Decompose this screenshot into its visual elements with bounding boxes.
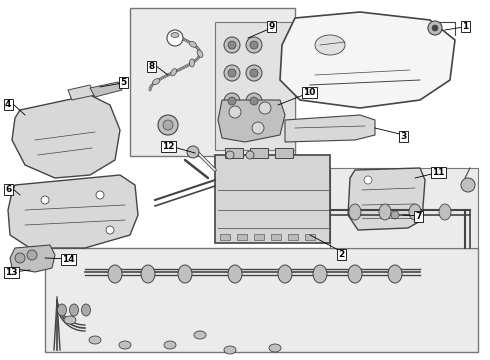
Bar: [305, 234, 315, 240]
Circle shape: [228, 41, 236, 49]
Ellipse shape: [189, 41, 196, 47]
Circle shape: [15, 253, 25, 263]
Ellipse shape: [141, 265, 155, 283]
Polygon shape: [8, 175, 138, 248]
Circle shape: [246, 37, 262, 53]
Ellipse shape: [171, 32, 179, 37]
Circle shape: [259, 102, 271, 114]
Polygon shape: [12, 95, 120, 178]
Ellipse shape: [224, 346, 236, 354]
Circle shape: [428, 21, 442, 35]
Ellipse shape: [379, 204, 391, 220]
Ellipse shape: [439, 204, 451, 220]
Bar: [237, 234, 247, 240]
Circle shape: [252, 122, 264, 134]
Circle shape: [41, 196, 49, 204]
Circle shape: [226, 151, 234, 159]
Ellipse shape: [190, 59, 195, 67]
Circle shape: [246, 151, 254, 159]
Circle shape: [228, 69, 236, 77]
Ellipse shape: [228, 265, 242, 283]
Ellipse shape: [197, 50, 203, 57]
Bar: [271, 234, 281, 240]
Circle shape: [187, 146, 199, 158]
Text: 8: 8: [148, 62, 154, 71]
Ellipse shape: [194, 331, 206, 339]
Bar: [288, 234, 298, 240]
Circle shape: [158, 115, 178, 135]
Text: 3: 3: [400, 132, 406, 141]
Circle shape: [224, 37, 240, 53]
Ellipse shape: [171, 69, 176, 76]
Ellipse shape: [315, 35, 345, 55]
Circle shape: [106, 226, 114, 234]
Text: 11: 11: [432, 168, 444, 177]
Ellipse shape: [89, 336, 101, 344]
Circle shape: [167, 30, 183, 46]
Text: 7: 7: [415, 212, 421, 221]
Ellipse shape: [278, 265, 292, 283]
Ellipse shape: [57, 304, 67, 316]
Text: 6: 6: [5, 185, 11, 194]
Bar: [220, 234, 230, 240]
Polygon shape: [10, 245, 55, 272]
Ellipse shape: [269, 344, 281, 352]
Ellipse shape: [119, 341, 131, 349]
Bar: [45, 248, 478, 352]
Circle shape: [364, 176, 372, 184]
Polygon shape: [285, 115, 375, 142]
Ellipse shape: [178, 265, 192, 283]
Circle shape: [163, 120, 173, 130]
Ellipse shape: [313, 265, 327, 283]
Bar: [275, 148, 293, 158]
Circle shape: [387, 207, 403, 223]
Circle shape: [27, 250, 37, 260]
Circle shape: [432, 25, 438, 31]
Bar: [250, 148, 268, 158]
Polygon shape: [218, 100, 285, 142]
Bar: [254, 234, 264, 240]
Bar: [130, 8, 295, 156]
Circle shape: [246, 65, 262, 81]
Circle shape: [391, 211, 399, 219]
Bar: [215, 155, 330, 243]
Ellipse shape: [409, 204, 421, 220]
Polygon shape: [68, 85, 95, 100]
Ellipse shape: [70, 304, 78, 316]
Text: 5: 5: [120, 78, 126, 87]
Bar: [330, 168, 478, 248]
Circle shape: [250, 97, 258, 105]
Circle shape: [96, 191, 104, 199]
Text: 13: 13: [5, 268, 18, 277]
Circle shape: [461, 178, 475, 192]
Bar: [225, 148, 243, 158]
Text: 2: 2: [338, 250, 344, 259]
Circle shape: [250, 41, 258, 49]
Ellipse shape: [349, 204, 361, 220]
Circle shape: [246, 93, 262, 109]
Ellipse shape: [152, 79, 160, 85]
Circle shape: [250, 69, 258, 77]
Text: 4: 4: [5, 100, 11, 109]
Ellipse shape: [64, 316, 76, 324]
Text: 10: 10: [303, 88, 316, 97]
Text: 1: 1: [462, 22, 468, 31]
Ellipse shape: [348, 265, 362, 283]
Ellipse shape: [81, 304, 91, 316]
Polygon shape: [348, 168, 425, 230]
Circle shape: [224, 65, 240, 81]
Circle shape: [224, 93, 240, 109]
Ellipse shape: [108, 265, 122, 283]
Circle shape: [228, 97, 236, 105]
Text: 9: 9: [268, 22, 274, 31]
Ellipse shape: [164, 341, 176, 349]
Bar: [215, 22, 295, 150]
Polygon shape: [90, 82, 122, 97]
Text: 14: 14: [62, 255, 74, 264]
Circle shape: [229, 106, 241, 118]
Polygon shape: [280, 12, 455, 108]
Text: 12: 12: [162, 142, 174, 151]
Ellipse shape: [388, 265, 402, 283]
